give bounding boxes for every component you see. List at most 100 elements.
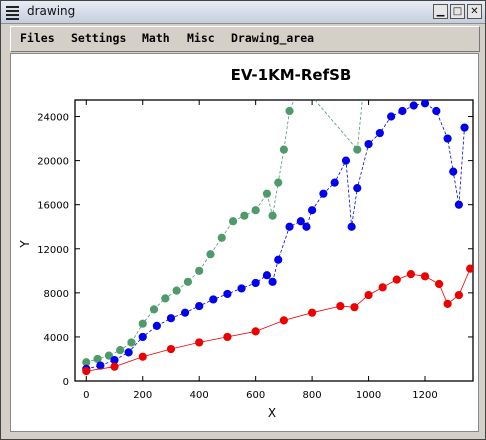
series-2-point bbox=[279, 316, 288, 325]
y-tick-label: 16000 bbox=[37, 201, 69, 212]
series-0-point bbox=[251, 206, 260, 215]
scatter-chart: EV-1KM-RefSB X Y 0 200 400 600 800 1000 120004… bbox=[18, 66, 474, 420]
menu-math[interactable]: Math bbox=[142, 31, 170, 45]
close-icon[interactable]: ✕ bbox=[467, 4, 482, 19]
series-0-point bbox=[268, 211, 277, 220]
minimize-icon[interactable]: ▁ bbox=[433, 4, 448, 19]
x-tick-label: 400 bbox=[190, 390, 209, 401]
series-1-point bbox=[443, 134, 452, 143]
series-1-point bbox=[398, 106, 407, 116]
title-bar[interactable]: drawing ▁ □ ✕ bbox=[1, 1, 485, 24]
window-menu-icon[interactable] bbox=[5, 4, 20, 20]
series-1-point bbox=[347, 222, 356, 231]
series-0-point bbox=[228, 217, 238, 226]
x-tick-label: 800 bbox=[303, 390, 322, 401]
series-1-point bbox=[432, 106, 441, 116]
series-2-point bbox=[443, 299, 452, 308]
series-2-point bbox=[350, 303, 359, 312]
x-tick-label: 1200 bbox=[412, 390, 437, 401]
series-1-point bbox=[330, 178, 339, 187]
series-2-point bbox=[166, 344, 176, 354]
plot-frame bbox=[74, 99, 474, 382]
series-1-point bbox=[319, 189, 328, 198]
series-2-point bbox=[308, 308, 317, 317]
series-1-point bbox=[420, 100, 430, 108]
series-1-point bbox=[138, 332, 147, 342]
series-2-point bbox=[392, 275, 401, 284]
series-2-point bbox=[454, 290, 463, 300]
series-2-point bbox=[364, 290, 373, 300]
series-0-point bbox=[93, 354, 102, 364]
series-1-point bbox=[251, 278, 260, 288]
series-0-point bbox=[274, 178, 283, 187]
series-0-point bbox=[217, 233, 226, 242]
series-1-point bbox=[308, 206, 317, 215]
series-2-point bbox=[406, 270, 416, 279]
series-2-point bbox=[110, 362, 119, 371]
series-2-point bbox=[336, 301, 345, 311]
chart-title: EV-1KM-RefSB bbox=[231, 66, 352, 84]
menu-drawing-area[interactable]: Drawing_area bbox=[231, 31, 315, 45]
series-1-point bbox=[152, 321, 161, 331]
series-2-point bbox=[195, 338, 204, 347]
series-0-point bbox=[116, 346, 125, 355]
series-1-point bbox=[460, 123, 469, 132]
series-0-point bbox=[138, 319, 147, 328]
y-tick-label: 8000 bbox=[44, 289, 69, 300]
series-0-point bbox=[262, 189, 272, 198]
x-tick-label: 1000 bbox=[356, 390, 381, 401]
series-0-point bbox=[183, 277, 193, 286]
drawing-area[interactable]: EV-1KM-RefSB X Y 0 200 400 600 800 1000 1200 0 4… bbox=[10, 53, 479, 432]
series-1-point bbox=[96, 361, 105, 370]
series-2-point bbox=[435, 279, 444, 289]
series-1-point bbox=[223, 289, 232, 299]
series-1-point bbox=[124, 348, 133, 357]
series-1-point bbox=[209, 295, 218, 304]
series-1-point bbox=[166, 314, 176, 323]
y-tick-label: 4000 bbox=[44, 333, 69, 344]
y-tick-label: 0 bbox=[63, 377, 69, 388]
series-0-point bbox=[104, 351, 113, 360]
menu-files[interactable]: Files bbox=[20, 31, 55, 45]
x-tick-label: 600 bbox=[246, 390, 265, 401]
menu-settings[interactable]: Settings bbox=[71, 31, 127, 45]
series-1-point bbox=[180, 308, 190, 317]
window-title: drawing bbox=[27, 4, 76, 18]
series-0-point bbox=[149, 305, 159, 314]
y-tick-label: 20000 bbox=[37, 157, 69, 168]
series-0-point bbox=[127, 338, 136, 347]
series-1-point bbox=[387, 112, 396, 121]
series-2-point bbox=[251, 327, 260, 336]
series-1-point bbox=[302, 222, 311, 231]
x-axis-label: X bbox=[268, 406, 276, 420]
series-0-point bbox=[206, 250, 215, 259]
series-1-point bbox=[296, 217, 305, 226]
series-2-point bbox=[466, 264, 473, 273]
series-1-point bbox=[268, 277, 277, 286]
series-1-point bbox=[454, 200, 463, 209]
series-0-line bbox=[86, 100, 363, 363]
series-1-line bbox=[86, 102, 465, 370]
series-0-point bbox=[359, 91, 366, 98]
series-0-point bbox=[172, 286, 181, 295]
series-2-point bbox=[420, 272, 430, 281]
maximize-icon[interactable]: □ bbox=[450, 4, 465, 19]
x-tick-label: 200 bbox=[133, 390, 152, 401]
series-0-point bbox=[353, 145, 362, 154]
series-0-point bbox=[161, 294, 170, 303]
series-1-point bbox=[449, 167, 458, 176]
series-1-point bbox=[237, 284, 246, 293]
plot-series-group bbox=[82, 91, 473, 376]
series-0-point bbox=[285, 106, 294, 116]
menu-misc[interactable]: Misc bbox=[187, 31, 215, 45]
series-1-point bbox=[285, 222, 294, 231]
series-2-point bbox=[138, 352, 147, 361]
series-0-point bbox=[240, 211, 249, 220]
series-2-point bbox=[223, 332, 232, 342]
series-1-point bbox=[353, 184, 362, 193]
series-1-point bbox=[195, 301, 204, 311]
series-0-point bbox=[279, 145, 288, 154]
series-1-point bbox=[274, 255, 283, 264]
series-1-point bbox=[364, 139, 373, 149]
